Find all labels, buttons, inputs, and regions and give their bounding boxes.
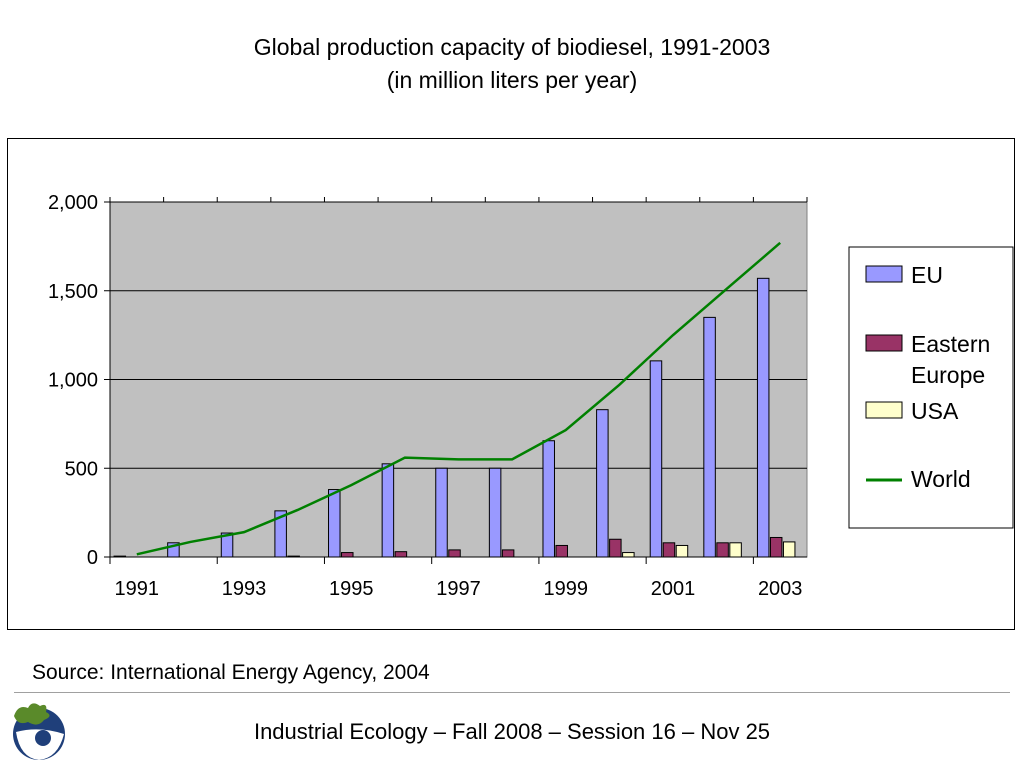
y-tick-label-4: 2,000	[48, 192, 98, 214]
bar-eu-1999	[542, 440, 555, 558]
bar-usa-2003	[782, 541, 796, 558]
chart-frame: 0 500 1,000 1,500 2,000 1991 1993 1995 1997 1999 2…	[7, 138, 1015, 630]
y-tick-label-0: 0	[87, 547, 98, 569]
legend-swatch-usa	[865, 401, 903, 419]
bar-usa-2002	[729, 542, 742, 558]
legend-swatch-eastern-europe	[865, 334, 903, 352]
x-tick-label-2001: 2001	[651, 578, 696, 600]
chart-title: Global production capacity of biodiesel,…	[253, 34, 771, 60]
biodiesel-chart: 0 500 1,000 1,500 2,000 1991 1993 1995 1997 1999 2…	[48, 192, 1014, 600]
bar-usa-2000	[622, 552, 635, 558]
chart-subtitle: (in million liters per year)	[386, 67, 638, 93]
line-world	[136, 241, 782, 556]
bar-eastern-europe-2002	[716, 542, 729, 558]
bar-eu-1996	[381, 463, 395, 558]
x-tick-label-1999: 1999	[543, 578, 588, 600]
bar-eastern-europe-2001	[662, 542, 676, 558]
bar-eastern-europe-2003	[769, 536, 783, 558]
bar-eu-1997	[435, 467, 448, 558]
legend-swatch-eu	[865, 265, 903, 283]
legend-label-world: World	[911, 466, 971, 492]
bar-eastern-europe-2000	[609, 538, 622, 558]
y-tick-label-1: 500	[65, 458, 98, 480]
bar-eu-2000	[596, 409, 609, 558]
x-tick-label-1997: 1997	[436, 578, 481, 600]
x-tick-label-1991: 1991	[115, 578, 160, 600]
y-tick-label-2: 1,000	[48, 370, 98, 392]
source-note: Source: International Energy Agency, 200…	[32, 661, 430, 684]
bar-eu-2003	[756, 277, 770, 558]
legend-label-eu: EU	[911, 262, 943, 288]
bar-eu-2001	[649, 360, 663, 558]
legend: EU Eastern Europe USA World	[848, 246, 1014, 529]
legend-label-usa: USA	[911, 398, 959, 424]
bar-eu-1998	[488, 467, 502, 558]
x-tick-label-1995: 1995	[329, 578, 374, 600]
legend-label-eastern-europe-2: Europe	[911, 362, 985, 388]
bar-eastern-europe-1995	[341, 552, 354, 558]
x-tick-label-2003: 2003	[758, 578, 803, 600]
bar-eu-2002	[703, 316, 716, 558]
bar-usa-2001	[675, 544, 689, 558]
bar-eastern-europe-1996	[394, 551, 408, 558]
legend-label-eastern-europe-1: Eastern	[911, 331, 990, 357]
footer-text: Industrial Ecology – Fall 2008 – Session…	[253, 719, 771, 744]
bar-eu-1995	[328, 489, 341, 558]
y-tick-label-3: 1,500	[48, 281, 98, 303]
oak-leaf-logo-icon	[13, 703, 65, 760]
bar-eastern-europe-1999	[555, 544, 568, 558]
bar-eastern-europe-1998	[501, 549, 515, 558]
footer-divider	[14, 692, 1010, 693]
x-tick-label-1993: 1993	[222, 578, 267, 600]
bar-eastern-europe-1997	[448, 549, 461, 558]
